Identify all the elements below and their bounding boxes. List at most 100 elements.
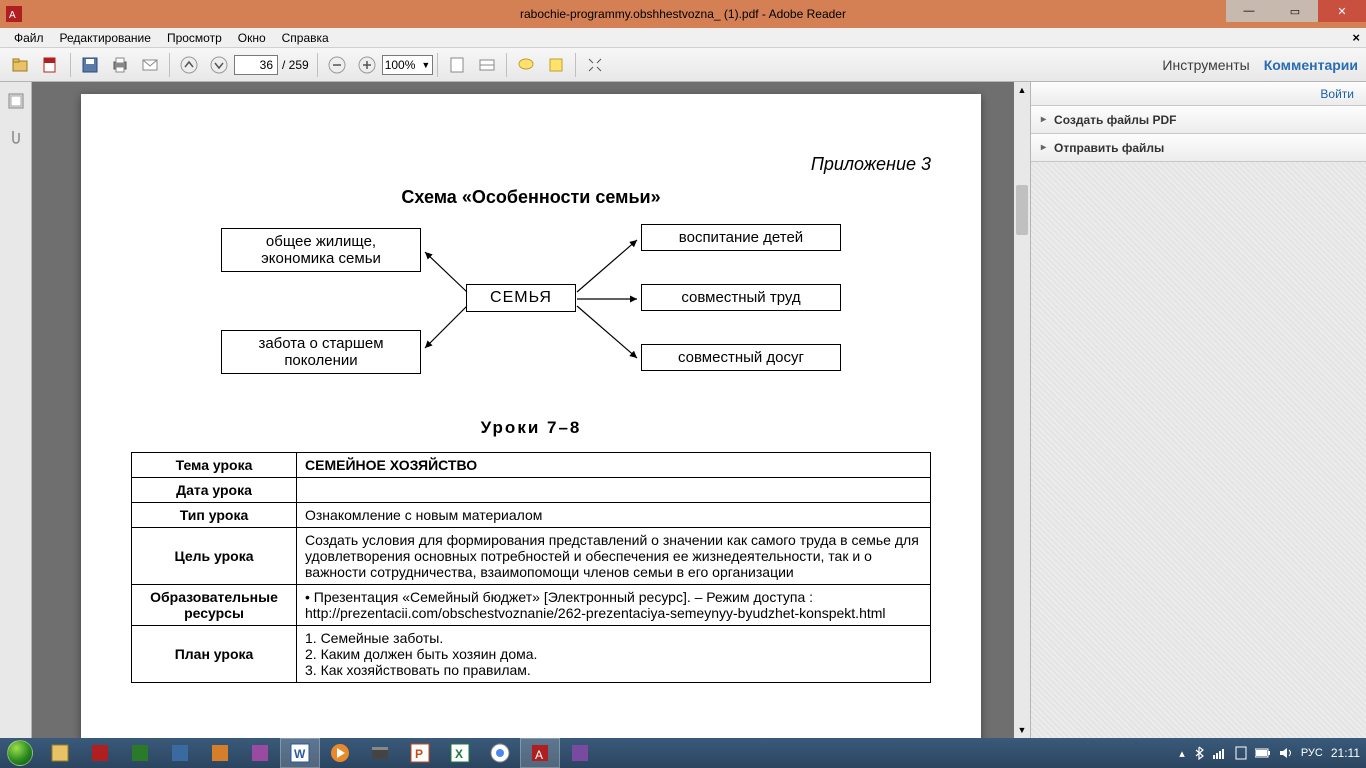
taskbar-app-2[interactable] xyxy=(80,738,120,768)
svg-text:A: A xyxy=(535,748,543,762)
send-files-accordion[interactable]: Отправить файлы xyxy=(1031,134,1366,162)
menu-file[interactable]: Файл xyxy=(6,31,52,45)
taskbar-adobe-reader[interactable]: A xyxy=(520,738,560,768)
panel-empty-area xyxy=(1031,162,1366,738)
diagram-right-1: воспитание детей xyxy=(641,224,841,251)
page-down-icon[interactable] xyxy=(206,52,232,78)
signin-link[interactable]: Войти xyxy=(1031,82,1366,106)
document-viewer[interactable]: Приложение 3 Схема «Особенности семьи» С… xyxy=(32,82,1030,738)
row-value: СЕМЕЙНОЕ ХОЗЯЙСТВО xyxy=(297,453,931,478)
window-titlebar: A rabochie-programmy.obshhestvozna_ (1).… xyxy=(0,0,1366,28)
svg-text:A: A xyxy=(9,10,16,21)
separator xyxy=(575,53,576,77)
window-title: rabochie-programmy.obshhestvozna_ (1).pd… xyxy=(0,7,1366,21)
row-label: План урока xyxy=(132,626,297,683)
battery-icon[interactable] xyxy=(1255,748,1271,758)
row-label: Тема урока xyxy=(132,453,297,478)
page-total-label: / 259 xyxy=(282,58,309,72)
pdf-page: Приложение 3 Схема «Особенности семьи» С… xyxy=(81,94,981,738)
app-icon: A xyxy=(0,0,28,28)
close-button[interactable]: ✕ xyxy=(1318,0,1366,22)
row-value: • Презентация «Семейный бюджет» [Электро… xyxy=(297,585,931,626)
table-row: Образовательные ресурсы• Презентация «Се… xyxy=(132,585,931,626)
taskbar-app-4[interactable] xyxy=(160,738,200,768)
comment-icon[interactable] xyxy=(513,52,539,78)
taskbar-word[interactable]: W xyxy=(280,738,320,768)
table-row: Тема урокаСЕМЕЙНОЕ ХОЗЯЙСТВО xyxy=(132,453,931,478)
tray-chevron-icon[interactable]: ▴ xyxy=(1179,747,1185,760)
print-icon[interactable] xyxy=(107,52,133,78)
windows-taskbar: W P X A ▴ РУС 21:11 xyxy=(0,738,1366,768)
left-rail xyxy=(0,82,32,738)
page-number-input[interactable] xyxy=(234,55,278,75)
start-button[interactable] xyxy=(0,738,40,768)
zoom-select[interactable]: 100%▼ xyxy=(382,55,434,75)
language-indicator[interactable]: РУС xyxy=(1301,747,1323,759)
clock[interactable]: 21:11 xyxy=(1331,746,1360,760)
row-value: Создать условия для формирования предста… xyxy=(297,528,931,585)
taskbar-app-1[interactable] xyxy=(40,738,80,768)
highlight-icon[interactable] xyxy=(543,52,569,78)
taskbar-ppt[interactable]: P xyxy=(400,738,440,768)
open-icon[interactable] xyxy=(8,52,34,78)
volume-icon[interactable] xyxy=(1279,747,1293,759)
action-center-icon[interactable] xyxy=(1235,746,1247,760)
read-mode-icon[interactable] xyxy=(582,52,608,78)
main-area: Приложение 3 Схема «Особенности семьи» С… xyxy=(0,82,1366,738)
row-label: Дата урока xyxy=(132,478,297,503)
family-diagram: СЕМЬЯ общее жилище, экономика семьи забо… xyxy=(221,222,841,392)
separator xyxy=(169,53,170,77)
menu-bar: Файл Редактирование Просмотр Окно Справк… xyxy=(0,28,1366,48)
taskbar-app-last[interactable] xyxy=(560,738,600,768)
taskbar-excel[interactable]: X xyxy=(440,738,480,768)
scroll-thumb[interactable] xyxy=(1016,185,1028,235)
vertical-scrollbar[interactable]: ▲ ▼ xyxy=(1014,82,1030,738)
zoom-value: 100% xyxy=(385,58,416,72)
taskbar-app-6[interactable] xyxy=(240,738,280,768)
zoom-in-icon[interactable] xyxy=(354,52,380,78)
svg-text:W: W xyxy=(294,747,306,761)
comments-panel-toggle[interactable]: Комментарии xyxy=(1264,57,1358,73)
scheme-title: Схема «Особенности семьи» xyxy=(131,187,931,208)
toolbar-right: Инструменты Комментарии xyxy=(1162,57,1358,73)
minimize-button[interactable]: — xyxy=(1226,0,1272,22)
bluetooth-icon[interactable] xyxy=(1193,746,1205,760)
tools-panel-toggle[interactable]: Инструменты xyxy=(1162,57,1249,73)
zoom-out-icon[interactable] xyxy=(324,52,350,78)
thumbnails-icon[interactable] xyxy=(5,90,27,112)
attachments-icon[interactable] xyxy=(5,126,27,148)
taskbar-media[interactable] xyxy=(320,738,360,768)
window-controls: — ▭ ✕ xyxy=(1226,0,1366,22)
taskbar-chrome[interactable] xyxy=(480,738,520,768)
document-close-icon[interactable]: × xyxy=(1352,30,1360,45)
create-pdf-icon[interactable] xyxy=(38,52,64,78)
fit-page-icon[interactable] xyxy=(444,52,470,78)
create-pdf-accordion[interactable]: Создать файлы PDF xyxy=(1031,106,1366,134)
menu-help[interactable]: Справка xyxy=(274,31,337,45)
row-label: Тип урока xyxy=(132,503,297,528)
annex-label: Приложение 3 xyxy=(131,154,931,175)
menu-edit[interactable]: Редактирование xyxy=(52,31,159,45)
lessons-heading: Уроки 7–8 xyxy=(131,418,931,438)
taskbar-app-3[interactable] xyxy=(120,738,160,768)
scroll-up-icon[interactable]: ▲ xyxy=(1014,82,1030,98)
save-icon[interactable] xyxy=(77,52,103,78)
maximize-button[interactable]: ▭ xyxy=(1272,0,1318,22)
scroll-track[interactable] xyxy=(1014,98,1030,722)
email-icon[interactable] xyxy=(137,52,163,78)
fit-width-icon[interactable] xyxy=(474,52,500,78)
scroll-down-icon[interactable]: ▼ xyxy=(1014,722,1030,738)
taskbar-movie[interactable] xyxy=(360,738,400,768)
separator xyxy=(70,53,71,77)
network-icon[interactable] xyxy=(1213,747,1227,759)
row-value xyxy=(297,478,931,503)
table-row: Дата урока xyxy=(132,478,931,503)
page-up-icon[interactable] xyxy=(176,52,202,78)
taskbar-app-5[interactable] xyxy=(200,738,240,768)
menu-window[interactable]: Окно xyxy=(230,31,274,45)
separator xyxy=(437,53,438,77)
lesson-table: Тема урокаСЕМЕЙНОЕ ХОЗЯЙСТВО Дата урока … xyxy=(131,452,931,683)
menu-view[interactable]: Просмотр xyxy=(159,31,230,45)
separator xyxy=(317,53,318,77)
right-panel: Войти Создать файлы PDF Отправить файлы xyxy=(1030,82,1366,738)
